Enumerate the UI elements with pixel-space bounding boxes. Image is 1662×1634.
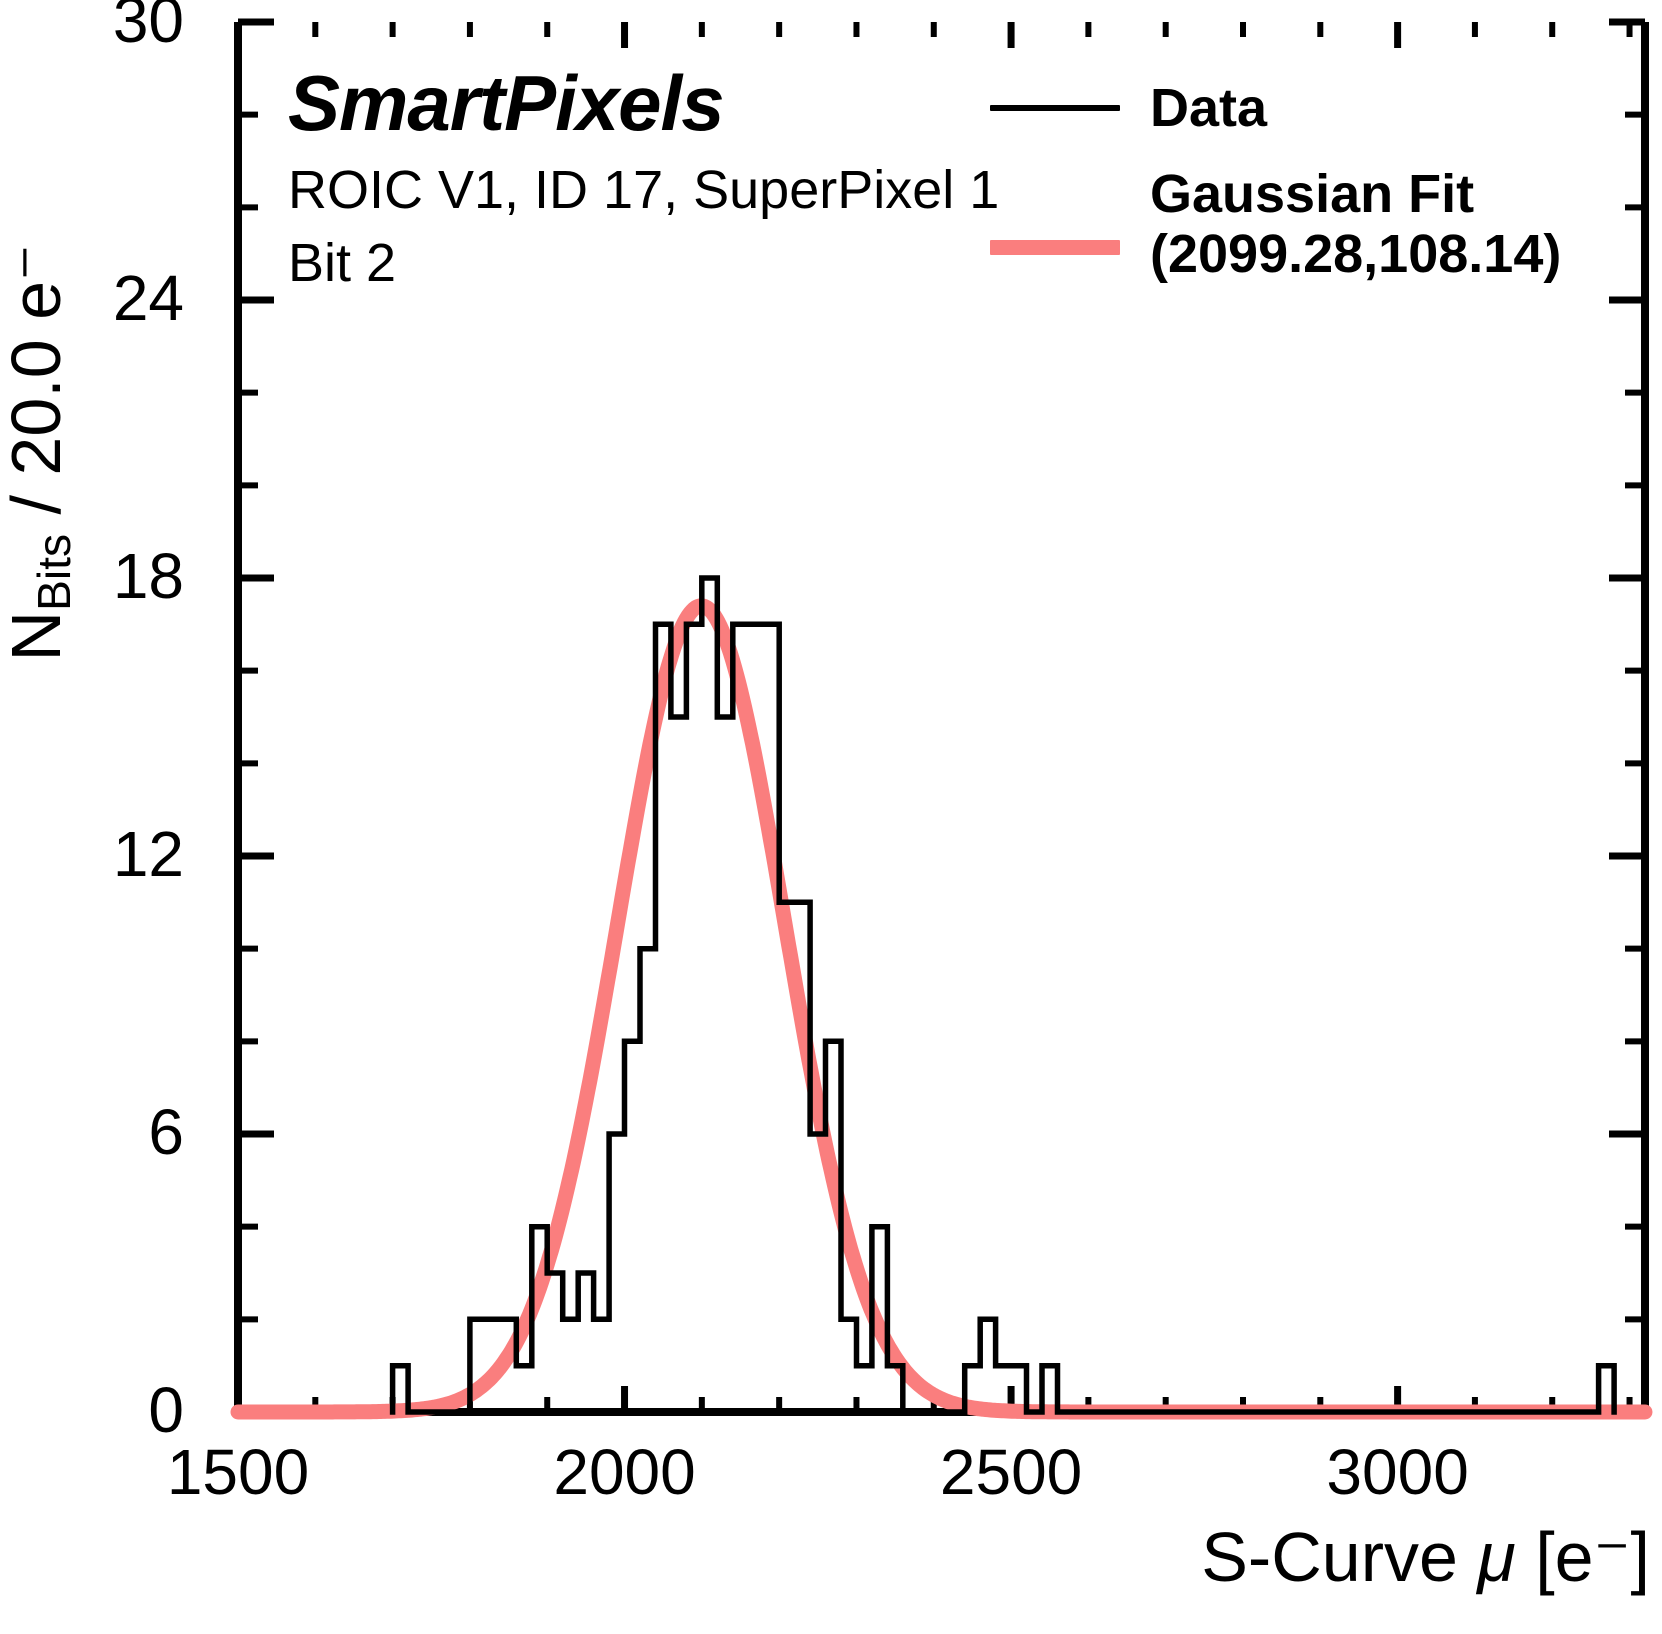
x-tick-label: 2000 bbox=[553, 1436, 696, 1508]
legend-entry-data: Data bbox=[990, 78, 1610, 142]
y-tick-label: 18 bbox=[112, 540, 184, 612]
y-axis-label-suffix: / 20.0 e⁻ bbox=[0, 244, 75, 515]
y-axis-label-prefix: N bbox=[0, 610, 75, 662]
y-tick-label: 12 bbox=[112, 818, 184, 890]
legend: Data Gaussian Fit (2099.28,108.14) bbox=[990, 78, 1610, 285]
y-tick-label: 30 bbox=[112, 0, 184, 56]
data-histogram-outline bbox=[389, 575, 1617, 1415]
x-axis-label-unit: [e⁻] bbox=[1535, 1518, 1650, 1596]
y-tick-label: 24 bbox=[112, 262, 184, 334]
x-tick-label: 3000 bbox=[1326, 1436, 1469, 1508]
x-axis-label-symbol: μ bbox=[1477, 1518, 1516, 1596]
y-axis-label: NBits / 20.0 e⁻ bbox=[0, 244, 83, 1064]
legend-label-fit-params: (2099.28,108.14) bbox=[1150, 224, 1562, 285]
x-axis-label-text: S-Curve bbox=[1201, 1518, 1458, 1596]
legend-key-data-line bbox=[990, 78, 1120, 142]
legend-key-fit-line bbox=[990, 164, 1120, 255]
subtitle-line-1: ROIC V1, ID 17, SuperPixel 1 bbox=[288, 159, 1000, 220]
subtitle-line-2: Bit 2 bbox=[288, 233, 397, 294]
gaussian-fit-curve bbox=[230, 598, 1653, 1420]
y-tick-label: 6 bbox=[148, 1096, 184, 1168]
x-tick-label: 2500 bbox=[939, 1436, 1083, 1508]
y-tick-label: 0 bbox=[148, 1374, 184, 1446]
experiment-title: SmartPixels bbox=[288, 59, 725, 147]
legend-label-fit: Gaussian Fit bbox=[1150, 164, 1475, 224]
legend-label-data: Data bbox=[1150, 78, 1268, 138]
x-axis-label: S-Curve μ [e⁻] bbox=[0, 1516, 1650, 1598]
y-axis-label-subscript: Bits bbox=[28, 533, 81, 611]
title-block: SmartPixels ROIC V1, ID 17, SuperPixel 1… bbox=[288, 62, 999, 293]
x-tick-label: 1500 bbox=[166, 1436, 310, 1508]
legend-entry-gaussian-fit: Gaussian Fit (2099.28,108.14) bbox=[990, 164, 1610, 285]
